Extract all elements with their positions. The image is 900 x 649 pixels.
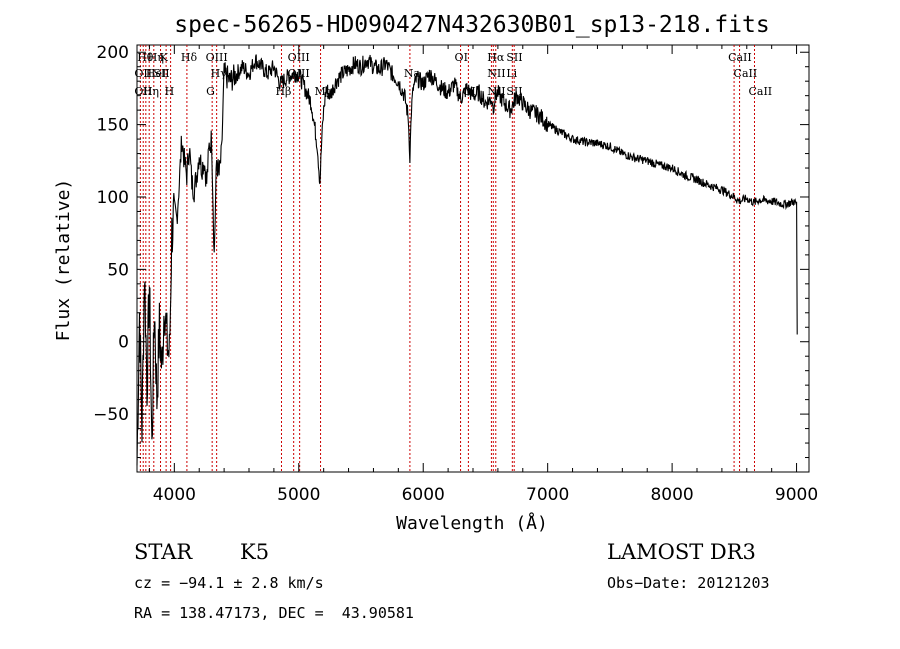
- line-label: Hα: [487, 51, 505, 64]
- line-label: NII: [487, 67, 505, 80]
- x-tick-label: 4000: [153, 485, 196, 505]
- chart-title: spec-56265-HD090427N432630B01_sp13-218.f…: [174, 12, 769, 38]
- line-label: Li: [506, 67, 517, 80]
- spectral-line-markers: [139, 45, 755, 472]
- plot-frame: [136, 44, 810, 473]
- line-label: OI: [455, 51, 468, 64]
- y-tick-label: 150: [97, 116, 129, 136]
- line-label: OIII: [288, 51, 310, 64]
- x-tick-label: 6000: [402, 485, 445, 505]
- line-label: OIII: [206, 51, 228, 64]
- redshift-cz: cz = −94.1 ± 2.8 km/s: [134, 574, 324, 592]
- coordinates: RA = 138.47173, DEC = 43.90581: [134, 604, 414, 622]
- x-tick-label: 9000: [775, 485, 818, 505]
- line-label: OII: [134, 67, 152, 80]
- line-label: Hη: [143, 85, 159, 98]
- y-tick-label: 50: [107, 260, 129, 280]
- line-label: K: [160, 51, 169, 64]
- line-label: CaII: [734, 67, 758, 80]
- x-tick-label: 8000: [650, 485, 693, 505]
- line-label: Hδ: [181, 51, 198, 64]
- survey-name: LAMOST DR3: [607, 540, 756, 564]
- line-label: SII: [506, 85, 522, 98]
- x-axis-label: Wavelength (Å): [396, 512, 548, 534]
- object-class: STAR: [134, 540, 193, 564]
- line-label: SII: [506, 51, 522, 64]
- x-tick-label: 5000: [277, 485, 320, 505]
- line-label: Hθ: [137, 51, 154, 64]
- line-label: Hη: [148, 51, 164, 64]
- line-label: SII: [153, 67, 169, 80]
- object-subclass: K5: [240, 540, 270, 564]
- x-axis-ticks: 4000 5000 6000 7000 8000 9000: [148, 45, 818, 505]
- spectrum-line: [136, 54, 798, 466]
- y-axis-ticks: −50 0 50 100 150 200: [93, 43, 809, 459]
- y-tick-label: 0: [118, 333, 129, 353]
- y-tick-label: 100: [97, 188, 129, 208]
- line-label: G: [206, 85, 215, 98]
- line-label: H: [165, 85, 175, 98]
- y-axis-label: Flux (relative): [53, 179, 74, 342]
- line-label: CaII: [748, 85, 772, 98]
- observation-date: Obs−Date: 20121203: [607, 574, 770, 592]
- line-label: HeI: [146, 67, 166, 80]
- y-tick-label: −50: [93, 405, 129, 425]
- x-tick-label: 7000: [526, 485, 569, 505]
- line-label: CaII: [728, 51, 752, 64]
- line-label: OII: [134, 85, 152, 98]
- line-label: Hγ: [211, 67, 228, 80]
- y-tick-label: 200: [97, 43, 129, 63]
